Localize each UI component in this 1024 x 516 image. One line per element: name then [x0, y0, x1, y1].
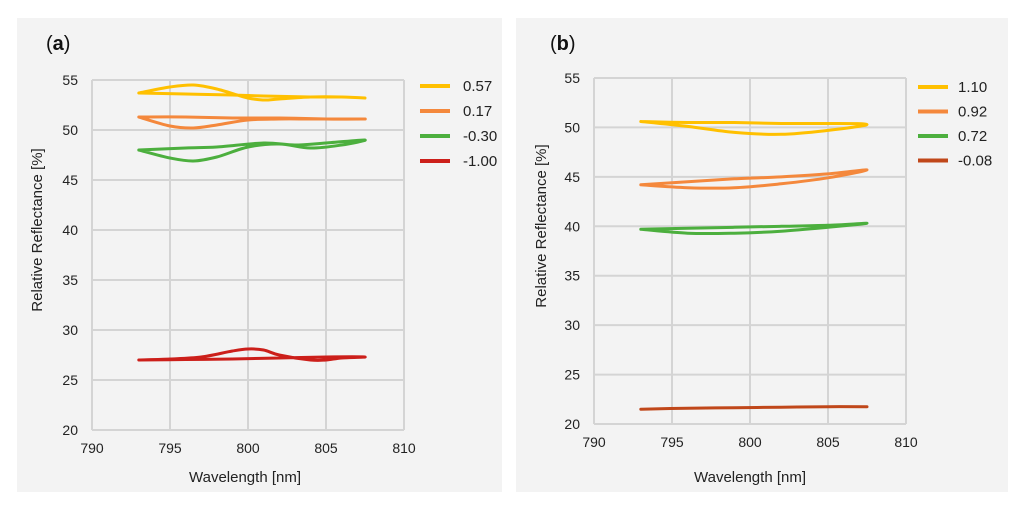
x-tick-label: 800: [738, 434, 762, 450]
series-line-0.57: [137, 83, 367, 102]
x-tick-label: 805: [314, 440, 338, 456]
x-tick-label: 800: [236, 440, 260, 456]
legend-label: 0.17: [463, 103, 492, 120]
series-line-1.10: [639, 120, 869, 136]
y-tick-label: 25: [62, 372, 78, 388]
x-tick-label: 790: [582, 434, 606, 450]
panel-label: (b): [550, 33, 576, 55]
y-tick-label: 30: [62, 322, 78, 338]
x-tick-label: 795: [660, 434, 684, 450]
x-tick-label: 790: [80, 440, 104, 456]
panel-label-open: (: [46, 33, 53, 55]
y-tick-label: 35: [62, 272, 78, 288]
y-tick-label: 55: [564, 70, 580, 86]
panel-label: (a): [46, 33, 70, 55]
y-tick-label: 20: [564, 416, 580, 432]
y-axis-label: Relative Reflectance [%]: [29, 148, 46, 311]
series-line-0.72: [639, 221, 869, 236]
series-line--0.30: [137, 138, 367, 163]
y-tick-label: 35: [564, 268, 580, 284]
x-tick-label: 810: [894, 434, 918, 450]
x-tick-label: 795: [158, 440, 182, 456]
panel-label-close: ): [569, 33, 576, 55]
panel-label-letter: b: [557, 33, 569, 55]
panel-b: 790 795 800 805 810 20 25 30 35 40 45 50 55 Wavelengt…: [516, 18, 1008, 492]
y-tick-label: 45: [564, 169, 580, 185]
legend-label: 1.10: [958, 79, 987, 96]
legend-label: -0.30: [463, 128, 497, 145]
legend-label: 0.92: [958, 104, 987, 121]
series-line--0.08: [639, 405, 869, 411]
y-tick-label: 40: [62, 222, 78, 238]
series-line-0.92: [639, 168, 869, 190]
y-tick-label: 50: [62, 122, 78, 138]
legend-label: -1.00: [463, 153, 497, 170]
series-line--1.00: [137, 347, 367, 362]
panel-background: [516, 18, 1008, 492]
legend-label: 0.57: [463, 78, 492, 95]
y-tick-label: 55: [62, 72, 78, 88]
legend-label: -0.08: [958, 153, 992, 170]
panel-a: 790 795 800 805 810 20 25 30 35 40 45 50 55 Wavelengt…: [17, 18, 502, 492]
panel-label-close: ): [64, 33, 71, 55]
x-axis-label: Wavelength [nm]: [189, 469, 301, 486]
y-axis-label: Relative Reflectance [%]: [533, 144, 550, 307]
x-tick-label: 810: [392, 440, 416, 456]
panel-background: [17, 18, 502, 492]
x-axis-label: Wavelength [nm]: [694, 469, 806, 486]
y-tick-label: 20: [62, 422, 78, 438]
panel-label-letter: a: [53, 33, 65, 55]
y-tick-label: 50: [564, 119, 580, 135]
y-tick-label: 45: [62, 172, 78, 188]
y-tick-label: 25: [564, 367, 580, 383]
series-line-0.17: [137, 115, 367, 130]
y-tick-label: 30: [564, 317, 580, 333]
panel-label-open: (: [550, 33, 557, 55]
y-tick-label: 40: [564, 218, 580, 234]
legend-label: 0.72: [958, 128, 987, 145]
x-tick-label: 805: [816, 434, 840, 450]
